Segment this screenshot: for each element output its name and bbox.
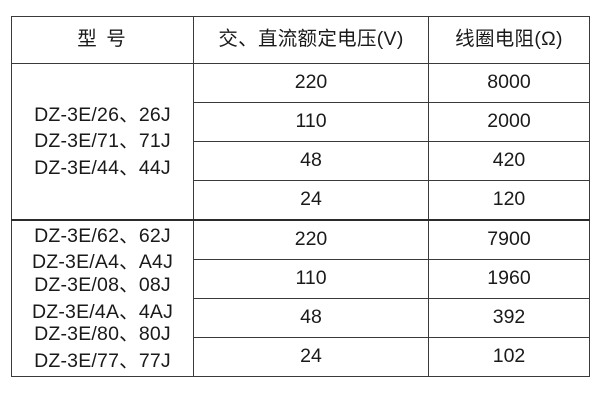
table-row: DZ-3E/26、26J DZ-3E/71、71J DZ-3E/44、44J 2… bbox=[11, 63, 590, 221]
voltage-cell: 110 bbox=[193, 259, 429, 299]
model-line: DZ-3E/62、62J bbox=[34, 224, 171, 247]
table-row: 110 2000 bbox=[12, 102, 590, 142]
resistance-cell: 2000 bbox=[428, 102, 590, 142]
model-line: DZ-3E/A4、A4J bbox=[31, 251, 174, 274]
table-row: 110 1960 bbox=[12, 259, 590, 299]
resistance-cell: 8000 bbox=[428, 63, 590, 103]
table-row: DZ-3E/62、62J DZ-3E/A4、A4J DZ-3E/08、08J D… bbox=[11, 219, 590, 377]
resistance-cell: 392 bbox=[428, 298, 590, 338]
model-line: DZ-3E/77、77J bbox=[34, 349, 171, 372]
model-entry: DZ-3E/62、62J bbox=[12, 225, 193, 248]
voltage-cell: 220 bbox=[193, 219, 429, 260]
voltage-cell: 110 bbox=[193, 102, 429, 142]
model-entry: DZ-3E/44、44J bbox=[12, 157, 193, 180]
model-entry: DZ-3E/77、77J bbox=[12, 350, 193, 373]
model-line: DZ-3E/4A、4AJ bbox=[31, 300, 174, 323]
model-line: DZ-3E/44、44J bbox=[34, 156, 171, 179]
model-entry: DZ-3E/26、26J bbox=[12, 104, 193, 127]
model-line: DZ-3E/80、80J bbox=[34, 323, 171, 346]
table-row: 48 392 bbox=[12, 298, 590, 338]
resistance-cell: 1960 bbox=[428, 259, 590, 299]
table-row: 24 102 bbox=[12, 337, 590, 377]
model-line: DZ-3E/71、71J bbox=[34, 130, 171, 153]
model-line: DZ-3E/26、26J bbox=[34, 103, 171, 126]
table-row: 48 420 bbox=[12, 141, 590, 181]
model-line: DZ-3E/08、08J bbox=[34, 273, 171, 296]
voltage-cell: 48 bbox=[193, 298, 429, 338]
resistance-cell: 420 bbox=[428, 141, 590, 181]
voltage-cell: 48 bbox=[193, 141, 429, 181]
header-cell-model: 型 号 bbox=[11, 16, 194, 64]
spec-table-container: 型 号 交、直流额定电压(V) 线圈电阻(Ω) DZ-3E/26、26J DZ-… bbox=[11, 16, 590, 377]
resistance-cell: 120 bbox=[428, 180, 590, 221]
header-cell-voltage: 交、直流额定电压(V) bbox=[193, 16, 429, 64]
table-row: 24 120 bbox=[12, 180, 590, 221]
voltage-cell: 220 bbox=[193, 63, 429, 103]
relay-specification-table: 型 号 交、直流额定电压(V) 线圈电阻(Ω) DZ-3E/26、26J DZ-… bbox=[11, 16, 590, 377]
resistance-cell: 102 bbox=[428, 337, 590, 377]
voltage-cell: 24 bbox=[193, 180, 429, 221]
model-entry: DZ-3E/71、71J bbox=[12, 130, 193, 153]
header-cell-resistance: 线圈电阻(Ω) bbox=[428, 16, 590, 64]
model-entry: DZ-3E/A4、A4J DZ-3E/08、08J bbox=[12, 251, 193, 296]
resistance-cell: 7900 bbox=[428, 219, 590, 260]
model-group-cell: DZ-3E/62、62J DZ-3E/A4、A4J DZ-3E/08、08J D… bbox=[11, 219, 194, 377]
model-group-cell: DZ-3E/26、26J DZ-3E/71、71J DZ-3E/44、44J bbox=[11, 63, 194, 221]
table-header-row: 型 号 交、直流额定电压(V) 线圈电阻(Ω) bbox=[11, 16, 590, 64]
voltage-cell: 24 bbox=[193, 337, 429, 377]
model-entry: DZ-3E/4A、4AJ DZ-3E/80、80J bbox=[12, 301, 193, 346]
